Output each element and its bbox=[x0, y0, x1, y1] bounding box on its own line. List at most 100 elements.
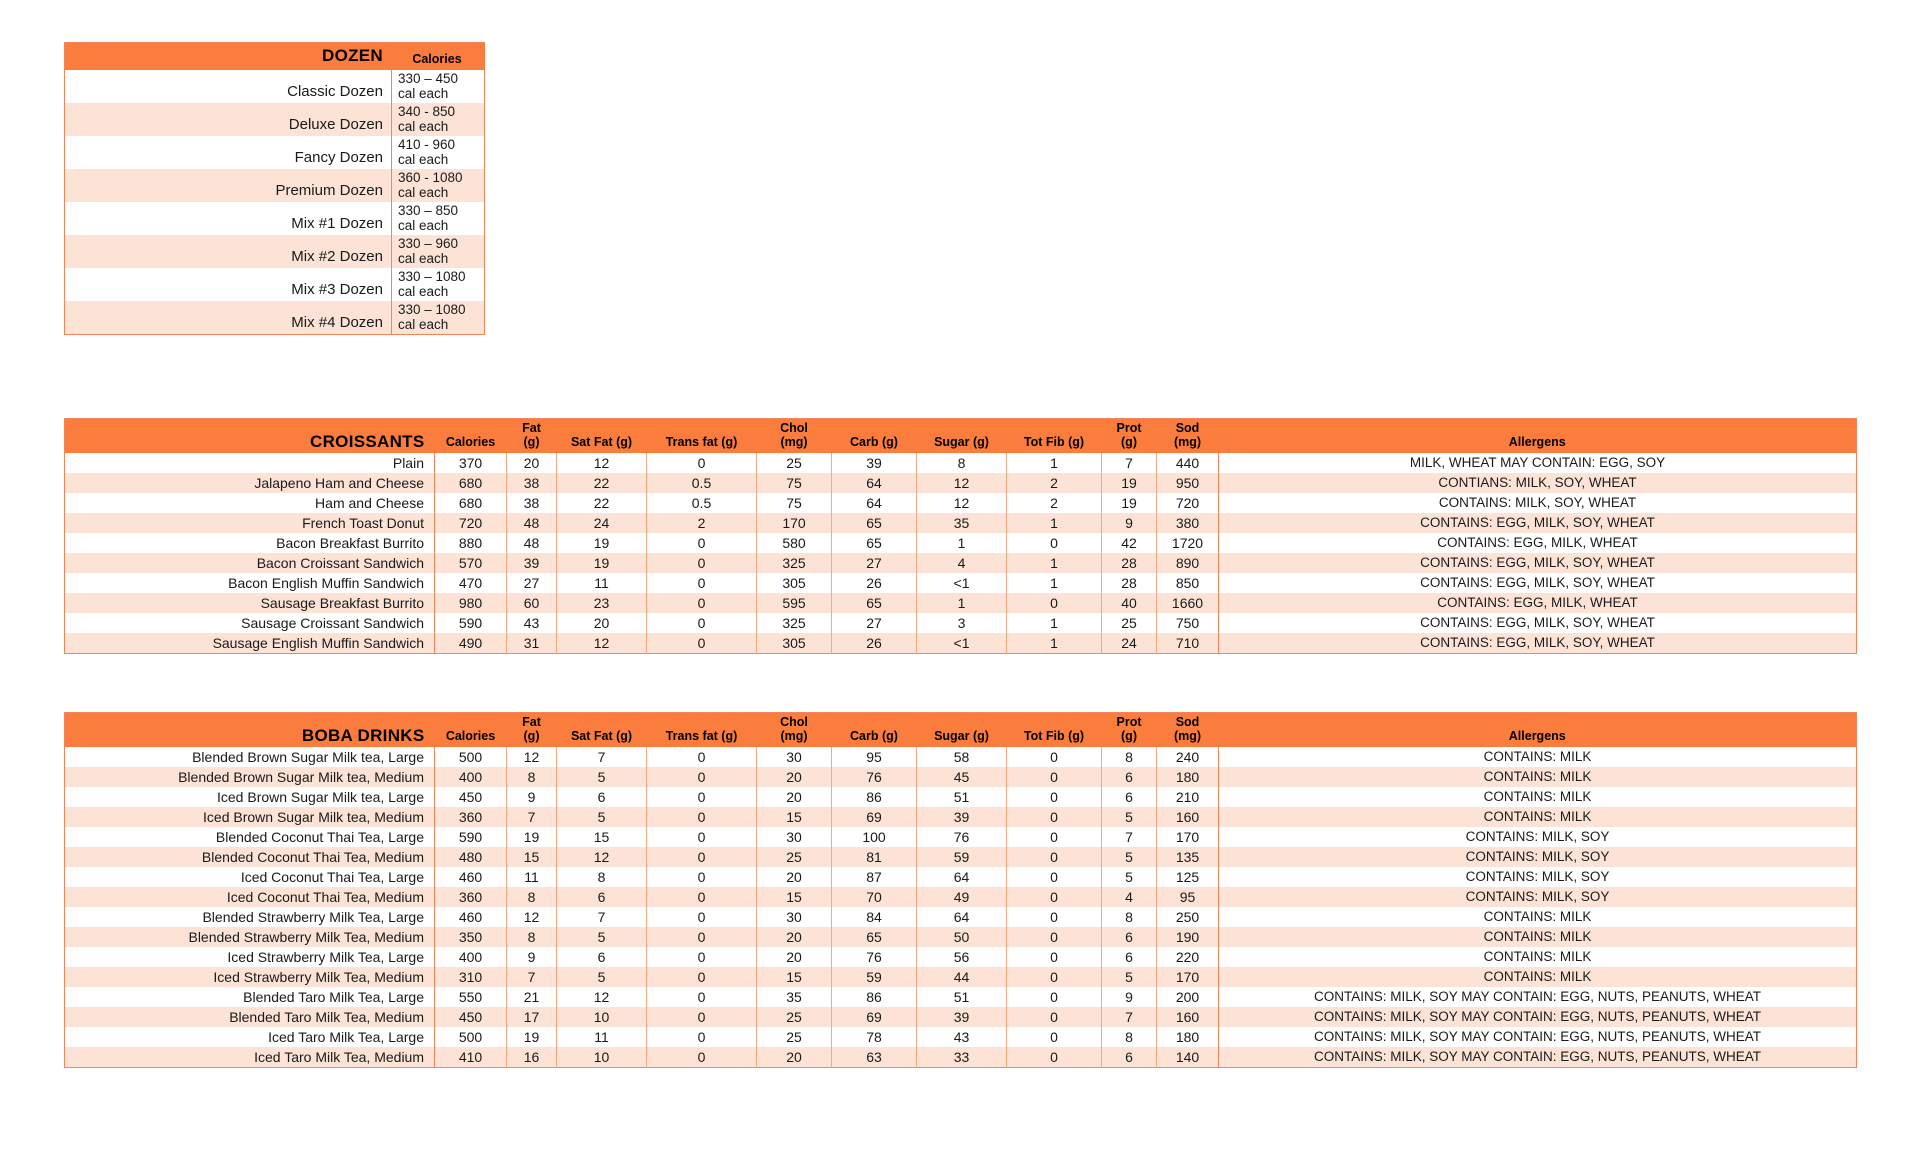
cell-chol: 75 bbox=[756, 493, 832, 513]
cell-chol: 30 bbox=[756, 907, 832, 927]
item-name: Bacon English Muffin Sandwich bbox=[64, 573, 435, 593]
cell-fat: 8 bbox=[506, 927, 557, 947]
col-chol-header: Chol (mg) bbox=[756, 712, 832, 747]
col-fat-header: Fat (g) bbox=[506, 712, 557, 747]
cell-allergens: CONTAINS: MILK bbox=[1218, 907, 1857, 927]
cell-allergens: CONTAINS: MILK, SOY MAY CONTAIN: EGG, NU… bbox=[1218, 1007, 1857, 1027]
item-name: Blended Brown Sugar Milk tea, Large bbox=[64, 747, 435, 767]
dozen-table-body: Classic Dozen 330 – 450 cal each Deluxe Doz… bbox=[64, 70, 485, 335]
cell-tot-fib: 2 bbox=[1006, 493, 1102, 513]
dozen-calorie-range: 340 - 850 bbox=[398, 104, 456, 119]
dozen-calorie-unit: cal each bbox=[398, 251, 449, 266]
dozen-table-head: DOZEN Calories bbox=[64, 42, 485, 70]
cell-trans-fat: 0 bbox=[646, 1047, 757, 1068]
cell-allergens: CONTAINS: MILK, SOY bbox=[1218, 827, 1857, 847]
cell-chol: 15 bbox=[756, 887, 832, 907]
croissants-row: Sausage Croissant Sandwich 590 43 20 0 325 27 3… bbox=[64, 613, 1857, 633]
croissants-row: Sausage English Muffin Sandwich 490 31 12 0 3… bbox=[64, 633, 1857, 654]
col-fat-line2: (g) bbox=[523, 435, 540, 449]
cell-calories: 500 bbox=[434, 747, 507, 767]
cell-sat-fat: 6 bbox=[556, 947, 647, 967]
dozen-table: DOZEN Calories Classic Dozen 330 – 450 cal… bbox=[64, 42, 485, 335]
col-fat-header: Fat (g) bbox=[506, 418, 557, 453]
dozen-item-name: Fancy Dozen bbox=[64, 136, 392, 169]
cell-sat-fat: 5 bbox=[556, 927, 647, 947]
cell-fat: 12 bbox=[506, 907, 557, 927]
cell-prot: 5 bbox=[1101, 967, 1157, 987]
cell-prot: 6 bbox=[1101, 947, 1157, 967]
cell-sat-fat: 19 bbox=[556, 553, 647, 573]
dozen-calorie-range: 360 - 1080 bbox=[398, 170, 463, 185]
cell-allergens: CONTAINS: EGG, MILK, SOY, WHEAT bbox=[1218, 553, 1857, 573]
cell-chol: 20 bbox=[756, 787, 832, 807]
cell-sugar: 43 bbox=[916, 1027, 1007, 1047]
cell-trans-fat: 0 bbox=[646, 453, 757, 473]
cell-tot-fib: 1 bbox=[1006, 453, 1102, 473]
col-calories-header: Calories bbox=[434, 418, 507, 453]
col-satfat-header: Sat Fat (g) bbox=[556, 418, 647, 453]
dozen-item-name: Premium Dozen bbox=[64, 169, 392, 202]
cell-chol: 15 bbox=[756, 807, 832, 827]
dozen-item-name: Mix #3 Dozen bbox=[64, 268, 392, 301]
col-prot-line2: (g) bbox=[1121, 729, 1137, 743]
cell-allergens: CONTIANS: MILK, SOY, WHEAT bbox=[1218, 473, 1857, 493]
cell-fat: 16 bbox=[506, 1047, 557, 1068]
dozen-calorie-range: 330 – 450 bbox=[398, 71, 459, 86]
cell-prot: 19 bbox=[1101, 493, 1157, 513]
croissants-table-container: CROISSANTS Calories Fat (g) Sat Fat (g) T… bbox=[64, 418, 1857, 654]
boba-row: Blended Brown Sugar Milk tea, Large 500 12… bbox=[64, 747, 1857, 767]
cell-sugar: 64 bbox=[916, 867, 1007, 887]
item-name: Iced Taro Milk Tea, Large bbox=[64, 1027, 435, 1047]
cell-sugar: 50 bbox=[916, 927, 1007, 947]
cell-carb: 26 bbox=[831, 633, 917, 654]
cell-trans-fat: 0 bbox=[646, 613, 757, 633]
cell-sugar: 4 bbox=[916, 553, 1007, 573]
dozen-calorie-range: 330 – 850 bbox=[398, 203, 459, 218]
cell-chol: 25 bbox=[756, 1027, 832, 1047]
col-sod-line2: (mg) bbox=[1173, 435, 1202, 449]
cell-tot-fib: 0 bbox=[1006, 827, 1102, 847]
item-name: Ham and Cheese bbox=[64, 493, 435, 513]
cell-sod: 1660 bbox=[1156, 593, 1219, 613]
cell-fat: 38 bbox=[506, 493, 557, 513]
boba-row: Iced Coconut Thai Tea, Medium 360 8 6 0 15 70 4… bbox=[64, 887, 1857, 907]
cell-sod: 95 bbox=[1156, 887, 1219, 907]
cell-tot-fib: 0 bbox=[1006, 787, 1102, 807]
cell-sat-fat: 5 bbox=[556, 967, 647, 987]
dozen-row: Premium Dozen 360 - 1080 cal each bbox=[64, 169, 485, 202]
cell-sod: 1720 bbox=[1156, 533, 1219, 553]
cell-calories: 980 bbox=[434, 593, 507, 613]
cell-calories: 460 bbox=[434, 907, 507, 927]
dozen-calorie-unit: cal each bbox=[398, 86, 449, 101]
dozen-row: Deluxe Dozen 340 - 850 cal each bbox=[64, 103, 485, 136]
cell-tot-fib: 1 bbox=[1006, 513, 1102, 533]
col-totfib-header: Tot Fib (g) bbox=[1006, 418, 1102, 453]
cell-sugar: <1 bbox=[916, 573, 1007, 593]
cell-prot: 19 bbox=[1101, 473, 1157, 493]
dozen-calorie-unit: cal each bbox=[398, 317, 449, 332]
dozen-row: Mix #1 Dozen 330 – 850 cal each bbox=[64, 202, 485, 235]
cell-tot-fib: 0 bbox=[1006, 927, 1102, 947]
cell-prot: 7 bbox=[1101, 453, 1157, 473]
item-name: Blended Taro Milk Tea, Medium bbox=[64, 1007, 435, 1027]
dozen-calorie-range: 410 - 960 bbox=[398, 137, 456, 152]
col-transfat-header: Trans fat (g) bbox=[646, 418, 757, 453]
cell-tot-fib: 0 bbox=[1006, 987, 1102, 1007]
col-prot-line1: Prot bbox=[1116, 715, 1142, 729]
cell-trans-fat: 0.5 bbox=[646, 493, 757, 513]
cell-fat: 12 bbox=[506, 747, 557, 767]
col-fat-line1: Fat bbox=[522, 421, 541, 435]
cell-prot: 8 bbox=[1101, 747, 1157, 767]
cell-carb: 27 bbox=[831, 613, 917, 633]
cell-tot-fib: 0 bbox=[1006, 1007, 1102, 1027]
boba-table-head: BOBA DRINKS Calories Fat (g) Sat Fat (g) … bbox=[64, 712, 1857, 747]
cell-sat-fat: 12 bbox=[556, 633, 647, 654]
col-carb-header: Carb (g) bbox=[831, 712, 917, 747]
croissants-row: French Toast Donut 720 48 24 2 170 65 35 1 9 380 CO… bbox=[64, 513, 1857, 533]
item-name: Bacon Croissant Sandwich bbox=[64, 553, 435, 573]
col-chol-line2: (mg) bbox=[780, 729, 808, 743]
cell-tot-fib: 0 bbox=[1006, 747, 1102, 767]
cell-prot: 5 bbox=[1101, 807, 1157, 827]
cell-allergens: CONTAINS: MILK bbox=[1218, 807, 1857, 827]
cell-carb: 65 bbox=[831, 513, 917, 533]
